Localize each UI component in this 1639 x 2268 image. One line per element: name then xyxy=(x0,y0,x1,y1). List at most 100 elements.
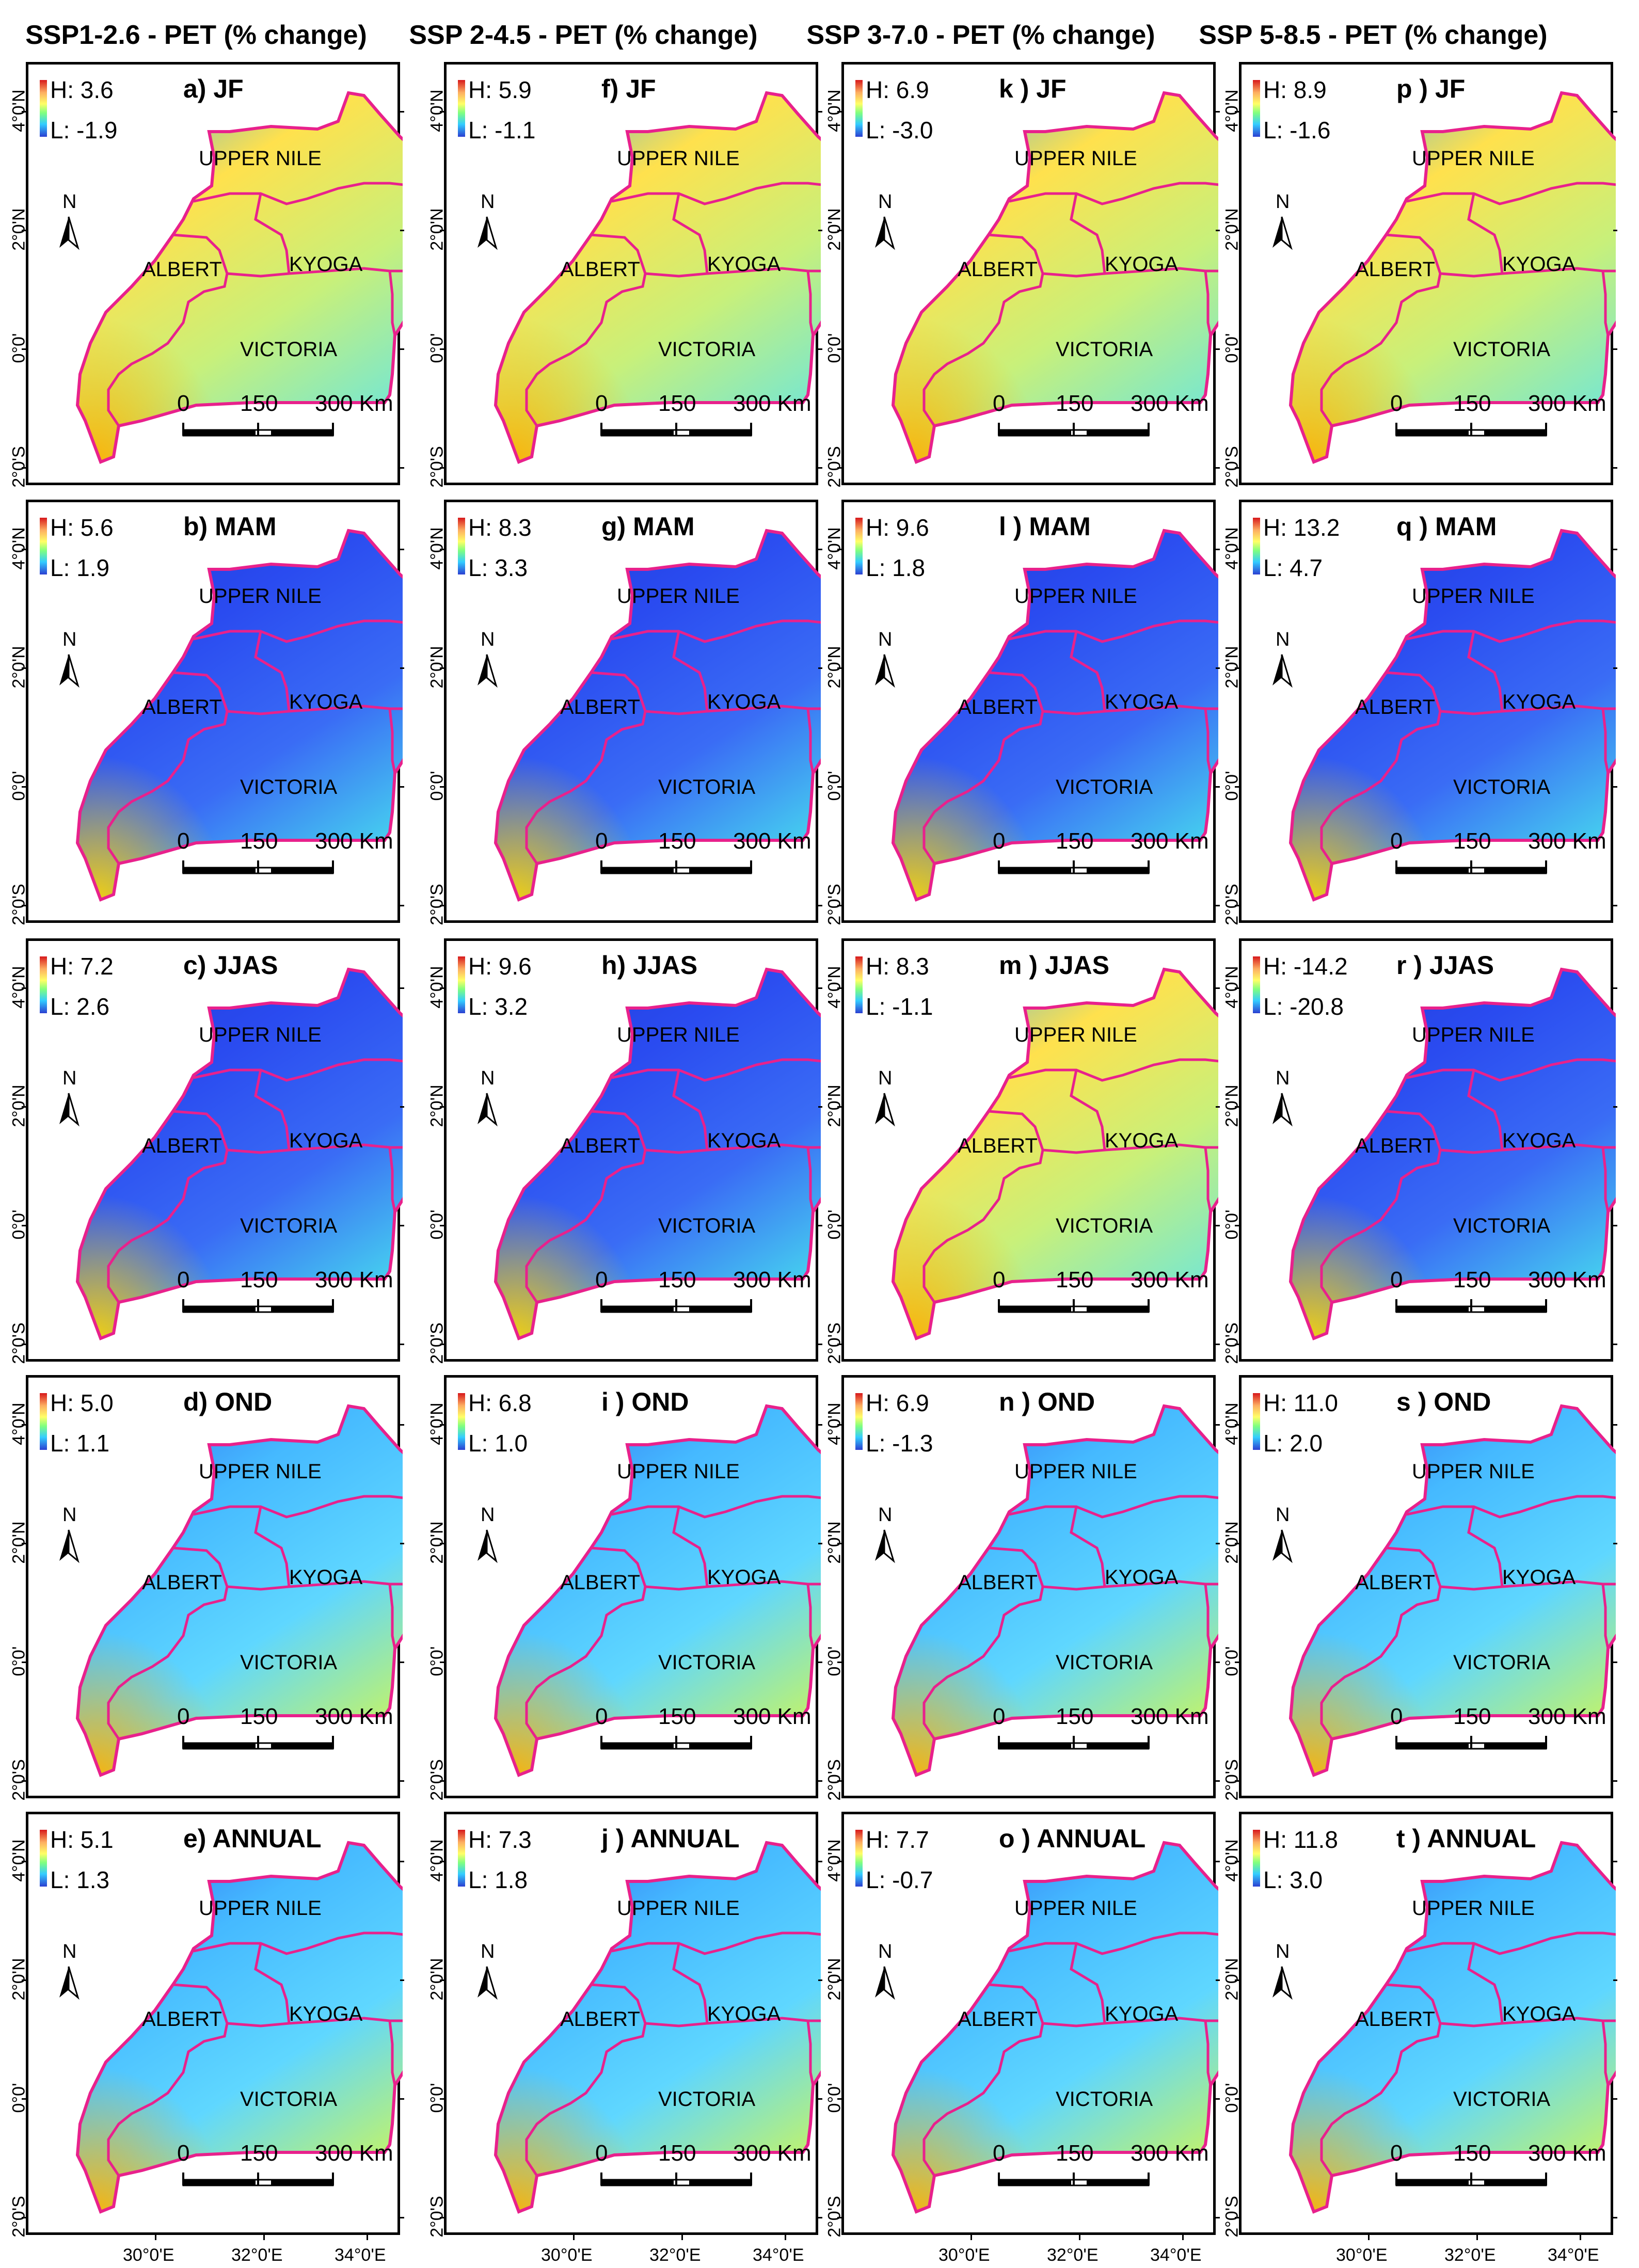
axis-tick xyxy=(1235,467,1239,469)
region-boundary xyxy=(806,708,815,774)
region-boundary xyxy=(254,1943,291,2024)
axis-tick xyxy=(22,1424,26,1426)
scale-bar xyxy=(182,2173,334,2186)
north-arrow-icon xyxy=(1272,216,1293,250)
axis-tick xyxy=(837,549,841,550)
legend-colorbar xyxy=(40,956,47,1013)
axis-tick xyxy=(1235,2217,1239,2218)
region-label: KYOGA xyxy=(707,691,781,713)
scale-bar xyxy=(998,2173,1150,2186)
legend-low-value: L: -1.6 xyxy=(1263,117,1331,143)
region-label: ALBERT xyxy=(958,1135,1038,1157)
axis-tick xyxy=(1216,2217,1220,2218)
latitude-label: 0°0' xyxy=(9,1209,29,1240)
region-boundary xyxy=(1070,1943,1106,2024)
region-boundary xyxy=(1009,1495,1218,1519)
latitude-label: 4°0'N xyxy=(9,527,29,570)
north-label: N xyxy=(1276,629,1290,650)
axis-tick xyxy=(1216,1543,1220,1544)
panel-title: p ) JF xyxy=(1396,74,1466,103)
region-label: ALBERT xyxy=(1355,696,1435,718)
region-boundary xyxy=(254,1506,291,1587)
uganda-map xyxy=(1272,967,1616,1340)
latitude-label: 4°0'N xyxy=(427,966,447,1009)
country-outline xyxy=(75,91,403,464)
north-label: N xyxy=(62,1941,77,1962)
map-panel: H: 7.7 L: -0.7 o ) ANNUAL N UPPER NILE ALBERT… xyxy=(841,1812,1218,2235)
country-outline xyxy=(891,1404,1218,1777)
axis-tick xyxy=(1613,111,1617,113)
region-label: KYOGA xyxy=(289,253,363,276)
region-label: UPPER NILE xyxy=(617,147,740,170)
axis-tick xyxy=(818,230,822,231)
axis-tick xyxy=(440,667,444,669)
panel-title: t ) ANNUAL xyxy=(1396,1824,1536,1853)
axis-tick xyxy=(1235,2098,1239,2100)
axis-tick xyxy=(367,2235,368,2240)
latitude-label: 2°0'S xyxy=(427,884,447,925)
latitude-label: 4°0'N xyxy=(824,527,845,570)
region-boundary xyxy=(806,2020,815,2086)
north-label: N xyxy=(62,1504,77,1526)
legend-low-value: L: 1.3 xyxy=(50,1866,110,1893)
region-label: KYOGA xyxy=(289,1566,363,1589)
latitude-label: 4°0'N xyxy=(9,1839,29,1882)
panel-title: r ) JJAS xyxy=(1396,951,1494,980)
region-label: ALBERT xyxy=(560,2008,640,2031)
legend-low-value: L: -1.3 xyxy=(866,1430,933,1457)
region-label: UPPER NILE xyxy=(1014,1897,1137,1920)
latitude-label: 0°0' xyxy=(427,1209,447,1240)
map-panel: H: 6.8 L: 1.0 i ) OND N UPPER NILE ALBERT KYOG… xyxy=(444,1375,821,1798)
latitude-label: 4°0'N xyxy=(9,89,29,132)
axis-tick xyxy=(22,1861,26,1862)
region-label: UPPER NILE xyxy=(1412,1460,1535,1483)
region-boundary xyxy=(107,1110,229,1303)
scale-label-300: 300 Km xyxy=(315,1267,393,1292)
latitude-label: 2°0'S xyxy=(824,2196,845,2238)
region-boundary xyxy=(611,1058,821,1082)
axis-tick xyxy=(1216,1662,1220,1663)
region-label: VICTORIA xyxy=(658,1215,756,1237)
legend-low-value: L: -20.8 xyxy=(1263,993,1344,1020)
axis-tick xyxy=(1216,1225,1220,1226)
axis-tick xyxy=(1613,2217,1617,2218)
region-label: ALBERT xyxy=(142,696,222,718)
panel-title: q ) MAM xyxy=(1396,512,1497,541)
country-outline xyxy=(1288,91,1616,464)
latitude-label: 4°0'N xyxy=(824,89,845,132)
legend-low-value: L: -1.1 xyxy=(468,117,536,143)
region-boundary xyxy=(1467,193,1504,274)
north-arrow-icon xyxy=(478,1093,498,1127)
legend-colorbar xyxy=(1253,1830,1260,1887)
axis-tick xyxy=(818,111,822,113)
scale-label-0: 0 xyxy=(993,2141,1006,2166)
region-boundary xyxy=(525,1110,647,1303)
axis-tick xyxy=(837,111,841,113)
scale-bar xyxy=(600,1736,752,1750)
north-label: N xyxy=(481,191,495,213)
north-arrow-icon xyxy=(1272,1093,1293,1127)
latitude-label: 0°0' xyxy=(824,2083,845,2113)
latitude-label: 0°0' xyxy=(824,1646,845,1676)
uganda-map xyxy=(478,529,821,902)
region-boundary xyxy=(1204,1147,1212,1212)
axis-tick xyxy=(440,1344,444,1345)
map-panel: H: 6.9 L: -3.0 k ) JF N UPPER NILE ALBERT KYOG… xyxy=(841,62,1218,485)
axis-tick xyxy=(22,1543,26,1544)
scale-label-300: 300 Km xyxy=(1131,1267,1209,1292)
axis-tick xyxy=(837,2098,841,2100)
latitude-label: 0°0' xyxy=(824,1209,845,1240)
axis-tick xyxy=(440,1225,444,1226)
region-label: ALBERT xyxy=(142,1571,222,1594)
north-label: N xyxy=(62,629,77,650)
legend-colorbar xyxy=(1253,1393,1260,1450)
region-boundary xyxy=(672,1506,709,1587)
axis-tick xyxy=(400,2098,404,2100)
axis-tick xyxy=(818,1662,822,1663)
north-arrow-icon xyxy=(875,1093,895,1127)
panel-title: s ) OND xyxy=(1396,1387,1491,1416)
north-arrow-icon xyxy=(875,1529,895,1563)
scale-label-150: 150 xyxy=(1056,1267,1094,1292)
map-panel: H: 3.6 L: -1.9 a) JF N UPPER NILE ALBERT KYOGA… xyxy=(26,62,403,485)
axis-tick xyxy=(400,1861,404,1862)
